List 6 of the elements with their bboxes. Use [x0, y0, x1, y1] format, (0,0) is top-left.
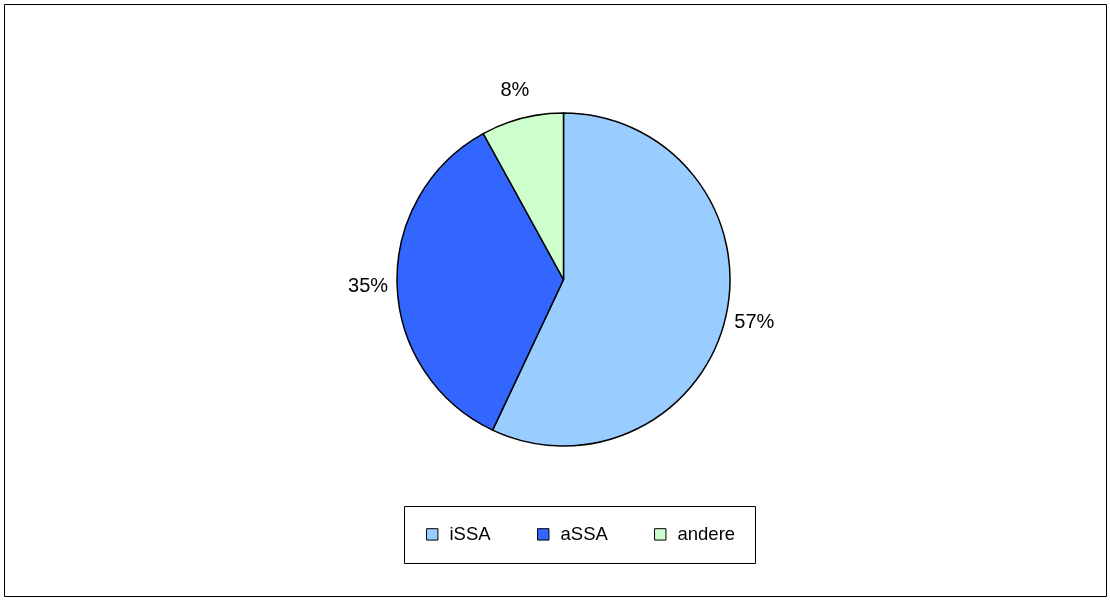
data-label: 8% [500, 78, 530, 101]
legend-label: iSSA [449, 523, 492, 545]
legend-label: andere [677, 523, 736, 545]
data-label: 35% [348, 273, 389, 296]
legend-label: aSSA [560, 523, 609, 545]
data-label: 57% [734, 310, 775, 333]
